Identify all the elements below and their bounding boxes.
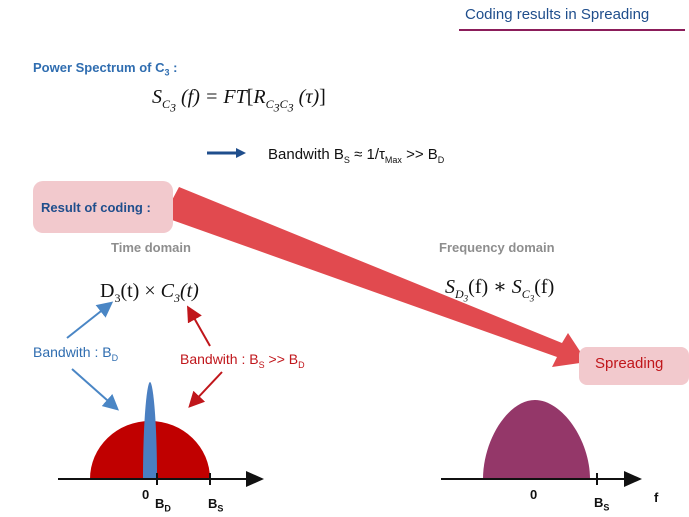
bandwidth-bd-label: Bandwith : BD: [33, 344, 119, 363]
psd-formula: SC3 (f) = FT[RC3C3 (τ)]: [152, 86, 326, 115]
big-red-arrow-icon: [170, 187, 587, 367]
power-spectrum-label: Power Spectrum of C3 :: [33, 60, 178, 78]
blue-arrow-up-icon: [66, 301, 114, 339]
blue-arrow-down-icon: [71, 368, 119, 411]
tick-label-bs-left: BS: [208, 496, 224, 514]
spread-spectrum-lobe: [483, 400, 590, 479]
frequency-domain-formula: SD3(f) ∗ SC3(f): [445, 276, 555, 304]
data-spectrum-spike: [143, 382, 157, 479]
result-of-coding-label: Result of coding :: [41, 200, 151, 215]
bandwidth-bs-label: Bandwith : BS >> BD: [180, 351, 305, 370]
tick-label-bd: BD: [155, 496, 171, 514]
slide-title: Coding results in Spreading: [465, 6, 650, 23]
spreading-box: [579, 347, 689, 385]
frequency-domain-heading: Frequency domain: [439, 240, 555, 255]
axis-label-f: f: [654, 490, 659, 505]
time-domain-formula: D3(t) × C3(t): [100, 280, 199, 305]
red-arrow-down-icon: [188, 371, 223, 408]
red-arrow-up-icon: [187, 305, 211, 347]
time-domain-heading: Time domain: [111, 240, 191, 255]
spreading-label: Spreading: [595, 355, 664, 372]
tick-label-zero-right: 0: [530, 487, 538, 502]
small-blue-arrow-icon: [207, 148, 246, 158]
title-underline: [459, 29, 685, 31]
tick-label-bs-right: BS: [594, 495, 610, 513]
tick-label-zero-left: 0: [142, 487, 150, 502]
result-of-coding-box: [33, 181, 173, 233]
bandwidth-relation: Bandwith BS ≈ 1/τMax >> BD: [268, 146, 445, 165]
